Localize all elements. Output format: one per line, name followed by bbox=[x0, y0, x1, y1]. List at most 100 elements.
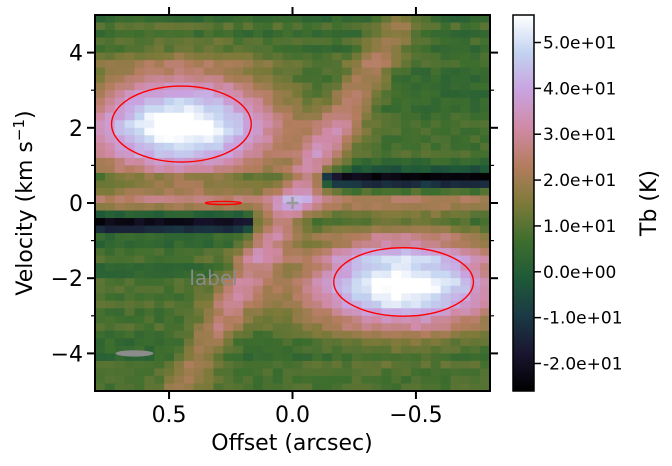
heatmap-cell bbox=[253, 22, 264, 31]
heatmap-cell bbox=[391, 187, 402, 197]
heatmap-cell bbox=[401, 52, 412, 61]
heatmap-cell bbox=[164, 218, 175, 227]
heatmap-cell bbox=[411, 142, 422, 151]
heatmap-cell bbox=[361, 293, 373, 302]
heatmap-cell bbox=[420, 278, 432, 287]
heatmap-cell bbox=[104, 330, 116, 339]
heatmap-cell bbox=[302, 293, 313, 302]
heatmap-cell bbox=[371, 308, 382, 317]
heatmap-cell bbox=[104, 323, 116, 332]
heatmap-cell bbox=[391, 218, 402, 227]
colorbar bbox=[512, 14, 535, 392]
heatmap-cell bbox=[243, 45, 254, 54]
heatmap-cell bbox=[322, 315, 333, 324]
heatmap-cell bbox=[332, 67, 343, 76]
heatmap-cell bbox=[411, 120, 422, 129]
heatmap-cell bbox=[371, 263, 382, 272]
heatmap-cell bbox=[223, 142, 234, 151]
heatmap-cell bbox=[440, 218, 452, 227]
heatmap-cell bbox=[233, 82, 244, 91]
heatmap-cell bbox=[95, 360, 106, 370]
heatmap-cell bbox=[312, 37, 323, 46]
heatmap-cell bbox=[193, 233, 205, 242]
heatmap-cell bbox=[332, 22, 343, 31]
heatmap-cell bbox=[381, 383, 392, 391]
heatmap-cell bbox=[253, 233, 264, 242]
heatmap-cell bbox=[262, 165, 274, 174]
heatmap-cell bbox=[341, 383, 353, 391]
heatmap-cell bbox=[104, 127, 116, 136]
heatmap-cell bbox=[420, 187, 432, 197]
heatmap-cell bbox=[95, 30, 106, 39]
heatmap-cell bbox=[104, 150, 116, 159]
heatmap-cell bbox=[124, 82, 136, 91]
heatmap-cell bbox=[381, 315, 392, 324]
heatmap-cell bbox=[341, 135, 353, 144]
heatmap-cell bbox=[282, 112, 294, 121]
heatmap-cell bbox=[193, 338, 205, 347]
heatmap-cell bbox=[223, 127, 234, 136]
heatmap-cell bbox=[262, 225, 274, 234]
heatmap-cell bbox=[223, 248, 234, 257]
heatmap-cell bbox=[361, 225, 373, 234]
heatmap-cell bbox=[411, 300, 422, 309]
heatmap-cell bbox=[272, 375, 284, 385]
heatmap-cell bbox=[203, 127, 215, 136]
heatmap-cell bbox=[450, 270, 461, 279]
heatmap-cell bbox=[124, 60, 136, 69]
heatmap-cell bbox=[312, 375, 323, 385]
heatmap-cell bbox=[322, 285, 333, 294]
heatmap-cell bbox=[272, 285, 284, 294]
heatmap-cell bbox=[351, 105, 363, 114]
heatmap-cell bbox=[134, 225, 145, 234]
heatmap-cell bbox=[411, 218, 422, 227]
heatmap-cell bbox=[292, 300, 303, 309]
heatmap-cell bbox=[174, 353, 185, 362]
heatmap-cell bbox=[470, 360, 481, 370]
heatmap-cell bbox=[450, 45, 461, 54]
heatmap-cell bbox=[124, 97, 136, 106]
heatmap-cell bbox=[124, 165, 136, 174]
heatmap-cell bbox=[213, 345, 224, 354]
heatmap-cell bbox=[154, 142, 165, 151]
heatmap-cell bbox=[213, 255, 224, 264]
heatmap-cell bbox=[381, 187, 392, 197]
heatmap-cell bbox=[460, 165, 471, 174]
heatmap-cell bbox=[292, 203, 303, 212]
heatmap-cell bbox=[292, 112, 303, 121]
heatmap-cell bbox=[322, 353, 333, 362]
heatmap-cell bbox=[154, 323, 165, 332]
heatmap-cell bbox=[292, 248, 303, 257]
heatmap-cell bbox=[233, 293, 244, 302]
heatmap-cell bbox=[144, 218, 155, 227]
heatmap-cell bbox=[183, 255, 195, 264]
colorbar-ticks: 5.0e+014.0e+013.0e+012.0e+011.0e+010.0e+… bbox=[534, 34, 623, 374]
heatmap-cell bbox=[272, 293, 284, 302]
heatmap-cell bbox=[480, 15, 490, 24]
heatmap-cell bbox=[322, 240, 333, 249]
heatmap-cell bbox=[104, 67, 116, 76]
heatmap-cell bbox=[391, 285, 402, 294]
heatmap-cell bbox=[213, 30, 224, 39]
heatmap-cell bbox=[114, 203, 126, 212]
heatmap-cell bbox=[203, 278, 215, 287]
heatmap-cell bbox=[381, 90, 392, 99]
heatmap-cell bbox=[104, 308, 116, 317]
heatmap-cell bbox=[322, 127, 333, 136]
heatmap-cell bbox=[193, 360, 205, 370]
heatmap-cell bbox=[450, 150, 461, 159]
colorbar-label: Tb (K) bbox=[637, 170, 662, 237]
colorbar-tick-label: 1.0e+01 bbox=[543, 217, 616, 237]
heatmap-cell bbox=[272, 187, 284, 197]
heatmap-cell bbox=[144, 270, 155, 279]
heatmap-cell bbox=[203, 30, 215, 39]
heatmap-cell bbox=[302, 263, 313, 272]
heatmap-cell bbox=[371, 172, 382, 182]
heatmap-cell bbox=[213, 270, 224, 279]
heatmap-cell bbox=[164, 300, 175, 309]
heatmap-cell bbox=[302, 22, 313, 31]
heatmap-cell bbox=[253, 338, 264, 347]
heatmap-cell bbox=[341, 300, 353, 309]
heatmap-cell bbox=[262, 300, 274, 309]
